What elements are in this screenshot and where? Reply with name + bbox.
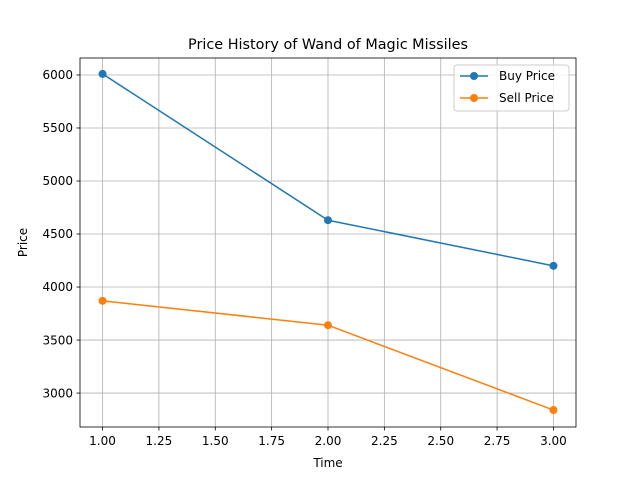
x-tick-label: 1.50: [202, 434, 229, 448]
x-tick-label: 1.00: [89, 434, 116, 448]
legend-sell-price-marker: [470, 94, 478, 102]
x-tick-label: 2.25: [371, 434, 398, 448]
x-axis-title: Time: [312, 456, 342, 470]
y-tick-label: 4500: [42, 227, 73, 241]
chart-title: Price History of Wand of Magic Missiles: [188, 37, 468, 53]
sell-price-point: [324, 321, 332, 330]
legend-buy-price-label: Buy Price: [499, 69, 555, 83]
sell-price-point: [98, 296, 107, 305]
y-tick-label: 6000: [42, 68, 73, 82]
buy-price-point: [324, 216, 332, 225]
sell-price-point: [549, 406, 558, 415]
y-tick-label: 5000: [42, 174, 73, 188]
x-tick-label: 2.75: [484, 434, 511, 448]
series-layer: [98, 69, 558, 415]
y-axis-title: Price: [16, 228, 30, 257]
buy-price-point: [549, 261, 558, 270]
y-tick-label: 3000: [42, 386, 73, 400]
x-tick-label: 3.00: [540, 434, 567, 448]
legend-sell-price-label: Sell Price: [499, 91, 554, 105]
x-tick-label: 1.75: [258, 434, 285, 448]
y-tick-label: 3500: [42, 333, 73, 347]
y-tick-label: 5500: [42, 121, 73, 135]
legend: Buy Price Sell Price: [453, 64, 570, 112]
x-tick-label: 1.25: [146, 434, 173, 448]
x-tick-label: 2.00: [315, 434, 342, 448]
grid-lines: [80, 58, 576, 427]
axis-ticks: 1.00 1.25 1.50 1.75 2.00 2.25 2.50 2.75 3.00 3000…: [42, 68, 566, 448]
legend-buy-price-marker: [470, 72, 478, 80]
x-tick-label: 2.50: [427, 434, 454, 448]
y-tick-label: 4000: [42, 280, 73, 294]
buy-price-point: [98, 69, 107, 78]
